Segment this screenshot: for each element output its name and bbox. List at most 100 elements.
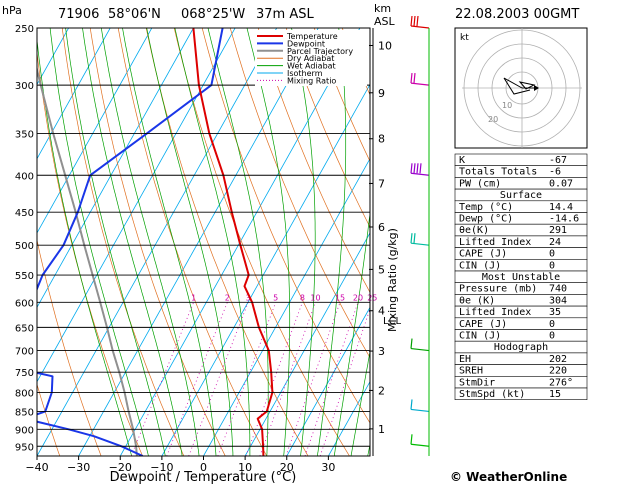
- dry-adiabat-line: [285, 28, 370, 228]
- temperature-profile-line: [192, 28, 274, 456]
- hodograph-units: kt: [460, 33, 469, 43]
- dry-adiabat-line: [89, 28, 226, 456]
- wet-adiabat-line: [122, 28, 217, 456]
- isotherm-line: [37, 28, 194, 309]
- indices-row-label: θe (K): [459, 295, 495, 306]
- dry-adiabat-line: [173, 28, 350, 456]
- weatheronline-credit: © WeatherOnline: [450, 470, 567, 484]
- temperature-tick-label: 30: [321, 461, 335, 474]
- wind-barb-flag: [416, 163, 419, 174]
- indices-row-label: K: [459, 155, 465, 166]
- indices-section-title: Most Unstable: [482, 272, 560, 283]
- wind-barb-flag: [410, 233, 413, 244]
- indices-row-label: SREH: [459, 366, 483, 377]
- legend-label: Dry Adiabat: [287, 54, 334, 63]
- legend-label: Temperature: [286, 32, 338, 41]
- mixing-ratio-line: [217, 302, 277, 456]
- legend-label: Isotherm: [287, 69, 323, 78]
- wet-adiabat-line: [37, 36, 133, 456]
- dry-adiabat-line: [594, 28, 629, 456]
- mixing-ratio-label: 20: [353, 293, 363, 302]
- indices-table: K -67 Totals Totals -6 PW (cm) 0.07 SurfaceTem…: [454, 153, 588, 400]
- dry-adiabat-line: [145, 28, 309, 456]
- station-latitude: 58°06'N: [108, 7, 161, 22]
- temperature-tick-label: −40: [25, 461, 48, 474]
- indices-row-value: 276°: [549, 377, 573, 388]
- indices-row-label: StmDir: [459, 377, 495, 388]
- wet-adiabat-line: [291, 28, 316, 456]
- station-longitude: 068°25'W: [181, 7, 245, 22]
- sounding-datetime: 22.08.2003 00GMT: [455, 7, 579, 22]
- indices-row-label: CAPE (J): [459, 249, 507, 260]
- wind-barb-staff: [410, 408, 430, 413]
- indices-row-value: 291: [549, 225, 567, 236]
- wind-barb-flag: [410, 163, 413, 174]
- mixing-ratio-line: [304, 302, 359, 456]
- mixing-ratio-label: 15: [335, 293, 345, 302]
- altitude-tick-label: 4: [378, 305, 385, 318]
- lcl-label: LCL: [383, 316, 402, 327]
- wind-barb-staff: [410, 242, 430, 246]
- wind-barb-flag: [410, 399, 413, 410]
- storm-motion-arrowhead: [534, 85, 539, 91]
- wind-barb-flag: [413, 233, 416, 244]
- dry-adiabat-line: [257, 28, 370, 294]
- indices-row-value: 0: [549, 260, 555, 271]
- dry-adiabat-line: [313, 28, 370, 163]
- dry-adiabat-line: [37, 383, 61, 456]
- wind-barb-staff: [410, 347, 430, 352]
- isotherm-line: [78, 28, 319, 456]
- temperature-tick-label: 0: [200, 461, 207, 474]
- wind-barb-flag: [410, 15, 413, 27]
- mixing-ratio-label: 5: [273, 293, 278, 302]
- pressure-tick-label: 800: [15, 388, 34, 399]
- indices-row: [454, 387, 588, 400]
- indices-row-label: Lifted Index: [459, 237, 531, 248]
- indices-row-label: Totals Totals: [459, 167, 537, 178]
- pressure-tick-label: 700: [15, 347, 34, 358]
- indices-row-value: 24: [549, 237, 561, 248]
- legend-label: Parcel Trajectory: [287, 47, 353, 56]
- wind-barb-staff: [410, 82, 430, 86]
- dry-adiabat-line: [61, 28, 185, 456]
- indices-row-label: θe(K): [459, 225, 489, 236]
- pressure-tick-label: 450: [15, 208, 34, 219]
- indices-row-value: 0: [549, 331, 555, 342]
- asl-axis-unit: ASL: [374, 15, 396, 28]
- pressure-axis: 250 300 350 400 450 500 550 600 650 700 750 800 850 9…: [15, 24, 370, 453]
- wet-adiabat-line: [49, 28, 149, 456]
- indices-row-value: 0: [549, 249, 555, 260]
- pressure-tick-label: 650: [15, 323, 34, 334]
- isotherm-line: [328, 380, 370, 456]
- indices-row-label: Dewp (°C): [459, 214, 513, 225]
- altitude-tick-label: 7: [378, 177, 385, 190]
- pressure-tick-label: 750: [15, 368, 34, 379]
- wind-barb-staff: [410, 172, 430, 176]
- pressure-tick-label: 850: [15, 407, 34, 418]
- indices-row-value: -67: [549, 155, 567, 166]
- isotherm-line: [37, 28, 111, 160]
- hodograph-ring-label: 20: [488, 115, 498, 124]
- hodograph-storm-triangle: [518, 81, 536, 90]
- indices-row-value: 304: [549, 295, 567, 306]
- wind-barb-flag: [419, 163, 422, 174]
- indices-row-label: CAPE (J): [459, 319, 507, 330]
- wind-barb-flag: [410, 434, 413, 445]
- sounding-profiles: [37, 28, 274, 456]
- temperature-tick-label: 10: [238, 461, 252, 474]
- wind-barb-flag: [413, 73, 416, 84]
- mixing-ratio-label: 3: [246, 293, 251, 302]
- pressure-tick-label: 900: [15, 425, 34, 436]
- temperature-tick-label: −30: [67, 461, 90, 474]
- indices-section-title: Hodograph: [494, 342, 548, 353]
- mixing-ratio-line: [166, 302, 228, 456]
- indices-row-label: PW (cm): [459, 178, 501, 189]
- legend-label: Mixing Ratio: [287, 76, 336, 85]
- mixing-ratio-label: 2: [225, 293, 230, 302]
- indices-row-value: -6: [549, 167, 561, 178]
- indices-row-label: StmSpd (kt): [459, 389, 525, 400]
- dewpoint-profile-line: [37, 28, 224, 456]
- indices-row-label: Pressure (mb): [459, 284, 537, 295]
- dry-adiabat-line: [37, 49, 143, 456]
